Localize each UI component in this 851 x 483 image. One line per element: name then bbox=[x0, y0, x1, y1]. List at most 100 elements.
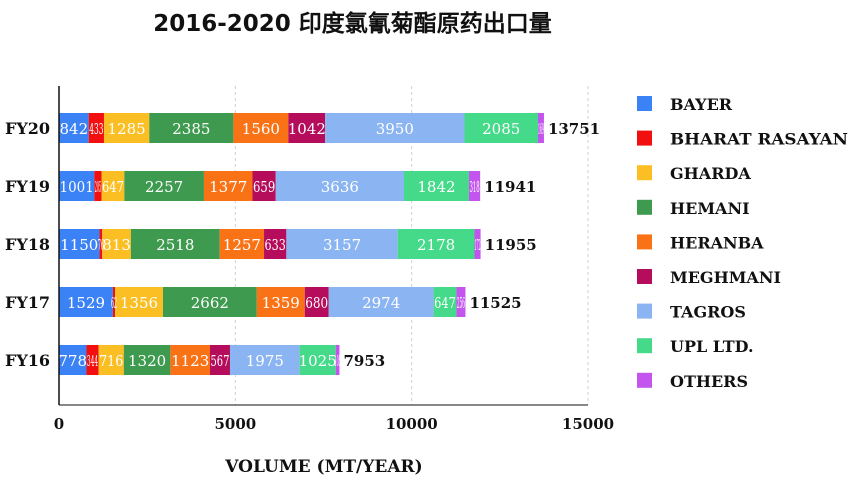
bar-segment bbox=[99, 229, 103, 259]
segment-value-label: 1150 bbox=[60, 236, 98, 254]
segment-value-label: 62 bbox=[111, 294, 117, 312]
bar-segment bbox=[94, 171, 102, 201]
bar-segment bbox=[59, 287, 113, 317]
segment-value-label: 2662 bbox=[191, 294, 229, 312]
segment-value-label: 105 bbox=[335, 352, 341, 370]
category-labels: FY20 FY19 FY18 FY17 FY16 bbox=[5, 119, 50, 370]
legend-entry: BAYER bbox=[670, 95, 733, 114]
category-label: FY16 bbox=[5, 351, 50, 370]
bar-segment bbox=[130, 229, 220, 259]
legend: BAYER BHARAT RASAYAN GHARDA HEMANI HERANBA ME… bbox=[637, 95, 848, 391]
segment-value-label: 318 bbox=[469, 178, 479, 196]
segment-value-label: 567 bbox=[210, 352, 229, 370]
bar-segment bbox=[537, 113, 544, 143]
x-axis-title: VOLUME (MT/YEAR) bbox=[224, 457, 422, 477]
bar-segment bbox=[124, 171, 204, 201]
legend-entry: TAGROS bbox=[670, 303, 746, 322]
segment-value-label: 659 bbox=[253, 178, 275, 196]
segment-value-label: 169 bbox=[538, 120, 544, 138]
segment-value-label: 716 bbox=[99, 352, 123, 370]
bar-segment bbox=[59, 345, 87, 375]
bar-segment bbox=[123, 345, 171, 375]
bar-segment bbox=[170, 345, 210, 375]
bar-segment bbox=[203, 171, 253, 201]
x-tick-label: 5000 bbox=[214, 415, 256, 433]
segment-value-label: 2518 bbox=[156, 236, 194, 254]
bar-segment bbox=[288, 113, 326, 143]
bar-segment bbox=[464, 113, 538, 143]
bar-segment bbox=[397, 229, 475, 259]
bar-segment bbox=[474, 229, 481, 259]
bar-segment bbox=[101, 171, 125, 201]
bar-segment bbox=[102, 229, 131, 259]
segment-value-label: 1560 bbox=[242, 120, 280, 138]
bar-segment bbox=[299, 345, 336, 375]
segment-value-label: 1257 bbox=[223, 236, 261, 254]
segment-labels: 842 433 1285 2385 1560 1042 3950 2085 169 1001 205… bbox=[58, 120, 544, 370]
segment-value-label: 1377 bbox=[209, 178, 247, 196]
legend-entry: HEMANI bbox=[670, 199, 750, 218]
legend-entry: OTHERS bbox=[670, 372, 748, 391]
x-tick-label: 0 bbox=[54, 415, 64, 433]
bar-segment bbox=[149, 113, 234, 143]
legend-entry: GHARDA bbox=[670, 164, 751, 183]
bar-segment bbox=[219, 229, 265, 259]
bar-segment bbox=[286, 229, 398, 259]
legend-swatch bbox=[637, 165, 652, 181]
bar-segment bbox=[103, 113, 150, 143]
bar-segment bbox=[98, 345, 124, 375]
bar-segment bbox=[275, 171, 404, 201]
segment-value-label: 2257 bbox=[145, 178, 183, 196]
category-label: FY19 bbox=[5, 177, 50, 196]
bar-segment bbox=[335, 345, 340, 375]
category-label: FY20 bbox=[5, 119, 50, 138]
segment-value-label: 647 bbox=[434, 294, 456, 312]
bar-segment bbox=[229, 345, 300, 375]
total-value-label: 11955 bbox=[485, 236, 537, 254]
segment-value-label: 3636 bbox=[321, 178, 359, 196]
segment-value-label: 633 bbox=[265, 236, 286, 254]
segment-value-label: 680 bbox=[305, 294, 328, 312]
total-value-label: 7953 bbox=[343, 352, 385, 370]
total-value-label: 13751 bbox=[548, 120, 600, 138]
bar-segment bbox=[233, 113, 289, 143]
segment-value-label: 344 bbox=[87, 352, 98, 370]
segment-value-label: 1123 bbox=[171, 352, 209, 370]
segment-value-label: 76 bbox=[98, 236, 104, 254]
segment-value-label: 205 bbox=[95, 178, 101, 196]
x-tick-label: 15000 bbox=[562, 415, 614, 433]
segment-value-label: 2974 bbox=[362, 294, 400, 312]
category-label: FY17 bbox=[5, 293, 50, 312]
legend-entry: HERANBA bbox=[670, 233, 764, 252]
bar-segment bbox=[304, 287, 329, 317]
segment-value-label: 1320 bbox=[128, 352, 166, 370]
bar-segments bbox=[59, 113, 544, 375]
legend-entry: UPL LTD. bbox=[670, 337, 754, 356]
segment-value-label: 1356 bbox=[120, 294, 158, 312]
bar-segment bbox=[433, 287, 457, 317]
x-tick-label: 10000 bbox=[386, 415, 438, 433]
legend-entry: BHARAT RASAYAN bbox=[670, 130, 848, 149]
total-value-label: 11941 bbox=[484, 178, 536, 196]
segment-value-label: 813 bbox=[102, 236, 131, 254]
segment-value-label: 1042 bbox=[288, 120, 326, 138]
total-value-label: 11525 bbox=[469, 294, 521, 312]
bar-segment bbox=[328, 287, 434, 317]
segment-value-label: 2385 bbox=[172, 120, 210, 138]
segment-value-label: 647 bbox=[102, 178, 124, 196]
segment-value-label: 172 bbox=[475, 236, 481, 254]
segment-value-label: 1842 bbox=[417, 178, 455, 196]
segment-value-label: 1529 bbox=[67, 294, 105, 312]
legend-swatch bbox=[637, 372, 652, 388]
segment-value-label: 2178 bbox=[417, 236, 455, 254]
total-labels: 13751 11941 11955 11525 7953 bbox=[343, 120, 600, 370]
segment-value-label: 778 bbox=[58, 352, 87, 370]
bar-segment bbox=[325, 113, 465, 143]
legend-swatch bbox=[637, 96, 652, 111]
x-axis bbox=[58, 86, 588, 406]
segment-value-label: 2085 bbox=[482, 120, 520, 138]
chart-title: 2016-2020 印度氯氰菊酯原药出口量 bbox=[153, 11, 552, 37]
segment-value-label: 1359 bbox=[262, 294, 300, 312]
legend-swatch bbox=[637, 130, 652, 146]
